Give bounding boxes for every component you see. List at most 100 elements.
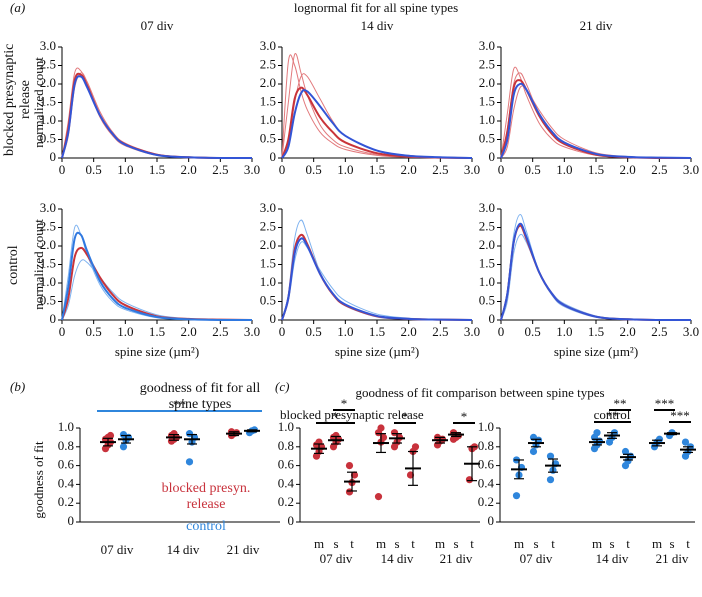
y-tick-label: 0 <box>489 149 496 164</box>
x-tick-label: 0 <box>498 324 505 339</box>
curve <box>500 214 692 321</box>
y-tick-label: 2.5 <box>479 56 495 71</box>
curve <box>61 231 253 322</box>
x-axis-label: spine size (µm²) <box>115 344 199 359</box>
y-axis-label: normalized count <box>31 219 46 310</box>
x-tick-label: 1.5 <box>588 324 604 339</box>
x-tick-label: 0 <box>59 324 66 339</box>
x-tick-label: 2.5 <box>212 162 228 177</box>
group-label: 14 div <box>596 551 629 566</box>
x-tick-label: 3.0 <box>244 324 260 339</box>
x-tick-label: 0.5 <box>525 162 541 177</box>
legend-entry: control <box>186 519 226 534</box>
group-label: 07 div <box>320 551 353 566</box>
x-tick-label: m <box>652 536 662 551</box>
x-tick-label: 07 div <box>101 542 134 557</box>
x-tick-label: 2.0 <box>620 162 636 177</box>
x-tick-label: t <box>686 536 690 551</box>
x-tick-label: 2.5 <box>651 162 667 177</box>
x-tick-label: 1.0 <box>337 162 353 177</box>
dot <box>681 438 690 446</box>
y-tick-label: 0.6 <box>478 457 495 472</box>
x-axis-label: spine size (µm²) <box>335 344 419 359</box>
dot <box>655 435 664 443</box>
x-tick-label: 3.0 <box>464 324 480 339</box>
curve <box>281 86 473 159</box>
x-tick-label: 14 div <box>167 542 200 557</box>
panel-label: (c) <box>275 379 289 394</box>
significance-label: *** <box>670 408 690 423</box>
dot <box>345 488 354 496</box>
y-tick-label: 2.5 <box>479 218 495 233</box>
x-tick-label: 1.5 <box>149 162 165 177</box>
x-tick-label: 0 <box>279 324 286 339</box>
curve <box>61 75 253 160</box>
x-tick-label: 0.5 <box>86 324 102 339</box>
curve <box>500 222 692 322</box>
y-tick-label: 2.0 <box>40 237 56 252</box>
x-tick-label: 3.0 <box>683 162 699 177</box>
curve <box>281 89 473 159</box>
x-tick-label: t <box>411 536 415 551</box>
y-tick-label: 0 <box>50 149 57 164</box>
y-tick-label: 0.6 <box>278 457 295 472</box>
y-tick-label: 3.0 <box>260 38 276 53</box>
x-tick-label: 2.5 <box>432 324 448 339</box>
x-tick-label: m <box>314 536 324 551</box>
y-axis-label: normalized count <box>31 57 46 148</box>
y-tick-label: 1.5 <box>40 255 56 270</box>
x-tick-label: t <box>551 536 555 551</box>
y-tick-label: 3.0 <box>479 38 495 53</box>
y-tick-label: 0.5 <box>40 130 56 145</box>
x-tick-label: 3.0 <box>464 162 480 177</box>
y-tick-label: 0 <box>488 513 495 528</box>
y-tick-label: 0 <box>270 149 277 164</box>
curve <box>61 72 253 159</box>
dot <box>170 430 178 438</box>
legend-entry: blocked presyn. release <box>161 481 251 512</box>
x-tick-label: 1.5 <box>149 324 165 339</box>
dot <box>185 430 194 438</box>
dot <box>529 447 538 456</box>
y-tick-label: 2.5 <box>260 218 276 233</box>
dot <box>546 452 555 460</box>
significance-label: * <box>341 396 348 411</box>
significance-label: * <box>461 409 468 424</box>
dot <box>374 493 383 501</box>
y-tick-label: 0.2 <box>478 494 494 509</box>
curve <box>281 53 473 159</box>
x-tick-label: 0.5 <box>306 324 322 339</box>
x-tick-label: 3.0 <box>244 162 260 177</box>
curve <box>281 54 473 159</box>
row-label: control <box>6 245 21 285</box>
y-tick-label: 1.5 <box>479 255 495 270</box>
curve <box>500 66 692 159</box>
x-tick-label: 0 <box>498 162 505 177</box>
y-tick-label: 1.5 <box>260 255 276 270</box>
x-tick-label: 1.5 <box>369 162 385 177</box>
x-tick-label: 1.0 <box>556 324 572 339</box>
y-tick-label: 0 <box>288 513 295 528</box>
y-tick-label: 2.0 <box>260 75 276 90</box>
dot <box>106 431 115 440</box>
significance-label: *** <box>655 396 675 411</box>
panel-title: lognormal fit for all spine types <box>294 0 458 15</box>
x-tick-label: m <box>435 536 445 551</box>
y-tick-label: 0.4 <box>58 475 75 490</box>
y-tick-label: 1.0 <box>478 419 494 434</box>
x-tick-label: 2.0 <box>401 324 417 339</box>
y-tick-label: 2.0 <box>479 75 495 90</box>
curve <box>61 72 253 160</box>
x-tick-label: 1.0 <box>337 324 353 339</box>
y-tick-label: 0.5 <box>40 292 56 307</box>
x-tick-label: t <box>626 536 630 551</box>
x-tick-label: m <box>376 536 386 551</box>
row-label: blocked presynaptic release <box>2 43 33 157</box>
y-tick-label: 2.5 <box>260 56 276 71</box>
curve <box>61 224 253 321</box>
dot <box>379 433 388 441</box>
x-tick-label: 0.5 <box>525 324 541 339</box>
dot <box>593 429 601 437</box>
y-tick-label: 0.8 <box>478 438 494 453</box>
chart-title: goodness of fit for all spine types <box>139 381 261 412</box>
